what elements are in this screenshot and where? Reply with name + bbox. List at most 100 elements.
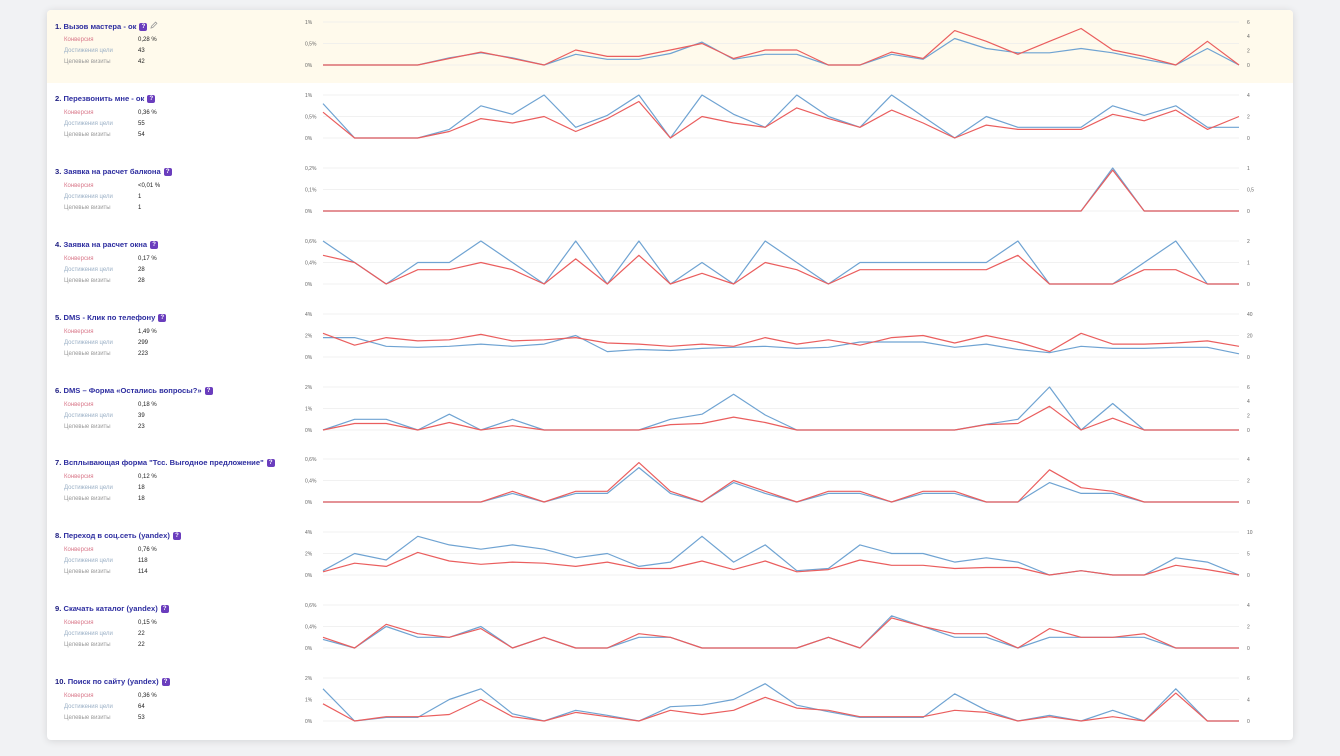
right-tick-label: 2 bbox=[1247, 48, 1250, 54]
left-tick-label: 4% bbox=[305, 311, 313, 317]
left-tick-label: 1% bbox=[305, 697, 313, 703]
achievements-metric-value: 118 bbox=[138, 558, 148, 565]
goal-title[interactable]: 2. Перезвонить мне - ок? bbox=[55, 93, 156, 103]
right-tick-label: 0 bbox=[1247, 719, 1250, 725]
goal-title[interactable]: 4. Заявка на расчет окна? bbox=[55, 239, 159, 249]
goal-name[interactable]: Переход в соц.сеть (yandex) bbox=[63, 531, 170, 541]
help-icon[interactable]: ? bbox=[139, 23, 148, 31]
help-icon[interactable]: ? bbox=[160, 605, 169, 614]
goal-name[interactable]: Скачать каталог (yandex) bbox=[63, 604, 158, 614]
goal-name[interactable]: Заявка на расчет балкона bbox=[63, 166, 161, 176]
goal-title[interactable]: 6. DMS – Форма «Остались вопросы?»? bbox=[55, 386, 213, 395]
visits-metric: Целевые визиты 54 bbox=[64, 130, 174, 141]
achievements-metric-label: Достижения цели bbox=[64, 120, 113, 127]
goal-sparkline-chart[interactable]: 4% 2% 0% 10 5 0 bbox=[297, 520, 1267, 582]
achievements-metric-label: Достижения цели bbox=[64, 704, 113, 711]
goal-name[interactable]: Перезвонить мне - ок bbox=[63, 93, 145, 103]
achievements-metric-label: Достижения цели bbox=[64, 48, 113, 54]
conversion-metric: Конверсия 0,28 % bbox=[64, 35, 174, 46]
goal-sparkline-chart[interactable]: 1% 0,5% 0% 6 4 2 0 bbox=[297, 10, 1267, 72]
goal-title[interactable]: 10. Поиск по сайту (yandex)? bbox=[55, 677, 170, 687]
goal-row: 2. Перезвонить мне - ок? Конверсия 0,36 % Д… bbox=[47, 83, 1293, 156]
help-icon[interactable]: ? bbox=[266, 459, 275, 468]
goal-title[interactable]: 8. Переход в соц.сеть (yandex)? bbox=[55, 531, 181, 541]
achievements-metric-label: Достижения цели bbox=[64, 266, 113, 273]
achievements-metric-value: 55 bbox=[138, 120, 145, 127]
help-icon[interactable]: ? bbox=[147, 94, 156, 103]
right-tick-label: 40 bbox=[1247, 311, 1253, 317]
visits-series-line bbox=[322, 94, 1239, 139]
achievements-metric-value: 64 bbox=[138, 704, 145, 711]
visits-metric-label: Целевые визиты bbox=[64, 59, 111, 65]
help-icon[interactable]: ? bbox=[172, 532, 181, 541]
left-tick-label: 0,6% bbox=[305, 603, 317, 609]
left-tick-label: 0,5% bbox=[305, 41, 317, 47]
right-tick-label: 10 bbox=[1247, 530, 1253, 536]
conversion-series-line bbox=[322, 405, 1239, 431]
conversion-metric-label: Конверсия bbox=[64, 547, 94, 554]
goal-title[interactable]: 3. Заявка на расчет балкона? bbox=[55, 167, 172, 176]
left-tick-label: 0,4% bbox=[305, 260, 317, 266]
goal-row: 3. Заявка на расчет балкона? Конверсия <0,… bbox=[47, 156, 1293, 229]
left-tick-label: 0,2% bbox=[305, 166, 317, 172]
pencil-icon[interactable] bbox=[150, 21, 158, 29]
conversion-metric-value: <0,01 % bbox=[138, 182, 161, 189]
goal-title[interactable]: 9. Скачать каталог (yandex)? bbox=[55, 604, 169, 614]
goal-sparkline-chart[interactable]: 4% 2% 0% 40 20 0 bbox=[297, 302, 1267, 364]
right-tick-label: 6 bbox=[1247, 20, 1250, 26]
left-tick-label: 2% bbox=[305, 384, 313, 390]
visits-metric-value: 22 bbox=[138, 642, 145, 649]
goal-number: 8. bbox=[55, 531, 62, 541]
visits-metric: Целевые визиты 1 bbox=[64, 203, 174, 214]
right-tick-label: 4 bbox=[1247, 399, 1250, 405]
goal-title[interactable]: 1. Вызов мастера - ок? bbox=[55, 21, 158, 31]
conversion-metric-value: 0,36 % bbox=[138, 109, 157, 116]
visits-metric: Целевые визиты 28 bbox=[64, 276, 174, 287]
achievements-metric: Достижения цели 18 bbox=[64, 483, 174, 494]
goal-sparkline-chart[interactable]: 0,2% 0,1% 0% 1 0,5 0 bbox=[297, 156, 1267, 218]
goal-name[interactable]: DMS - Клик по телефону bbox=[63, 312, 156, 322]
goal-sparkline-chart[interactable]: 1% 0,5% 0% 4 2 0 bbox=[297, 83, 1267, 145]
help-icon[interactable]: ? bbox=[158, 313, 167, 322]
conversion-metric-label: Конверсия bbox=[64, 109, 94, 116]
goal-name[interactable]: Поиск по сайту (yandex) bbox=[67, 677, 159, 687]
right-tick-label: 20 bbox=[1247, 333, 1253, 339]
goal-name[interactable]: Заявка на расчет окна bbox=[63, 239, 148, 249]
goal-number: 5. bbox=[55, 312, 62, 322]
conversion-metric-label: Конверсия bbox=[64, 401, 94, 408]
goal-name[interactable]: Всплывающая форма "Тсс. Выгодное предлож… bbox=[63, 458, 264, 468]
achievements-metric-value: 43 bbox=[138, 48, 145, 54]
goal-sparkline-chart[interactable]: 2% 1% 0% 6 4 2 0 bbox=[297, 375, 1267, 437]
left-tick-label: 1% bbox=[305, 406, 313, 412]
conversion-metric-value: 0,36 % bbox=[138, 693, 157, 700]
right-tick-label: 2 bbox=[1247, 624, 1250, 630]
help-icon[interactable]: ? bbox=[150, 240, 159, 249]
achievements-metric-label: Достижения цели bbox=[64, 339, 113, 346]
conversion-metric-value: 0,28 % bbox=[138, 37, 157, 43]
visits-metric-value: 23 bbox=[138, 423, 145, 430]
visits-metric: Целевые визиты 23 bbox=[64, 422, 174, 433]
goal-sparkline-chart[interactable]: 0,6% 0,4% 0% 2 1 0 bbox=[297, 229, 1267, 291]
goal-name[interactable]: Вызов мастера - ок bbox=[63, 22, 137, 31]
goal-sparkline-chart[interactable]: 0,6% 0,4% 0% 4 2 0 bbox=[297, 593, 1267, 655]
goal-row: 8. Переход в соц.сеть (yandex)? Конверсия… bbox=[47, 520, 1293, 593]
help-icon[interactable]: ? bbox=[163, 167, 172, 176]
goal-metrics: Конверсия 0,76 % Достижения цели 118 Целевые… bbox=[64, 545, 174, 578]
goal-sparkline-chart[interactable]: 0,6% 0,4% 0% 4 2 0 bbox=[297, 447, 1267, 509]
goal-name[interactable]: DMS – Форма «Остались вопросы?» bbox=[63, 385, 202, 395]
visits-metric-value: 18 bbox=[138, 496, 145, 503]
help-icon[interactable]: ? bbox=[204, 386, 213, 395]
goal-sparkline-chart[interactable]: 2% 1% 0% 6 4 0 bbox=[297, 666, 1267, 728]
visits-series-line bbox=[322, 535, 1240, 576]
left-tick-label: 0,1% bbox=[305, 187, 317, 193]
help-icon[interactable]: ? bbox=[161, 678, 170, 687]
right-tick-label: 2 bbox=[1247, 479, 1250, 485]
visits-metric-label: Целевые визиты bbox=[64, 642, 111, 649]
right-tick-label: 4 bbox=[1247, 697, 1250, 703]
left-tick-label: 0,4% bbox=[305, 479, 317, 485]
goal-metrics: Конверсия 0,17 % Достижения цели 28 Целевые … bbox=[64, 254, 174, 287]
conversion-metric-value: 0,12 % bbox=[138, 474, 157, 481]
goal-title[interactable]: 7. Всплывающая форма "Тсс. Выгодное пред… bbox=[55, 458, 275, 468]
goal-title[interactable]: 5. DMS - Клик по телефону? bbox=[55, 312, 167, 322]
goal-number: 3. bbox=[55, 166, 62, 176]
